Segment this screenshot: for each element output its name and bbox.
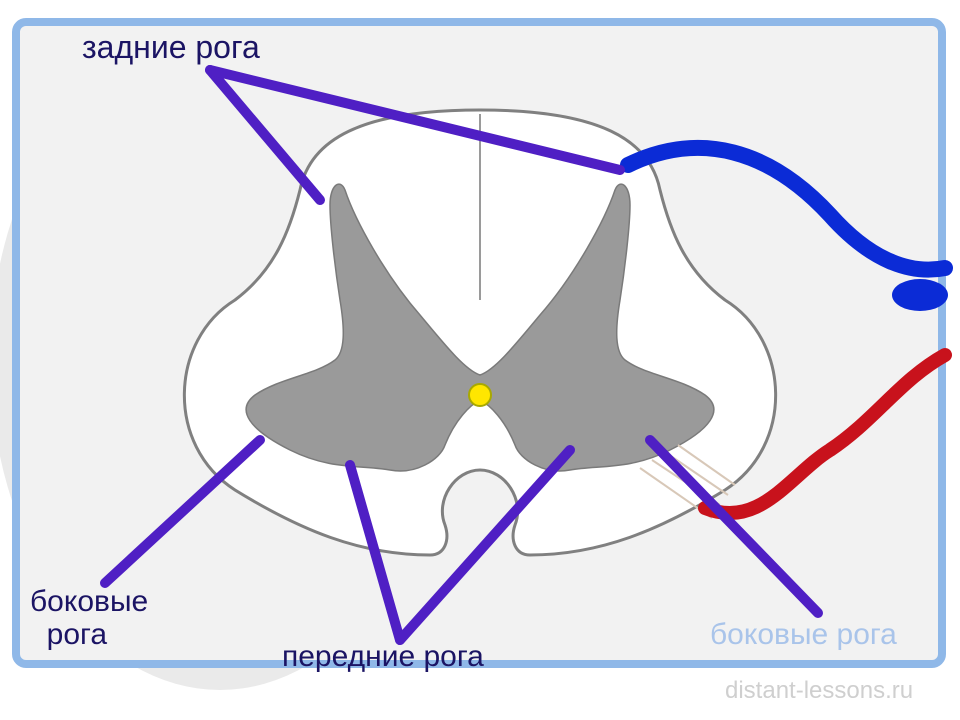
label-lateral-horns-right: боковые рога [710, 618, 897, 651]
watermark-text: distant-lessons.ru [725, 678, 913, 704]
label-posterior-horns: задние рога [82, 30, 260, 65]
label-lateral-horns-left: боковые рога [30, 585, 148, 651]
dorsal-root-ganglion [892, 279, 948, 311]
label-anterior-horns: передние рога [282, 640, 484, 673]
central-canal [469, 384, 491, 406]
diagram-stage: задние рога боковые рога передние рога б… [0, 0, 960, 720]
